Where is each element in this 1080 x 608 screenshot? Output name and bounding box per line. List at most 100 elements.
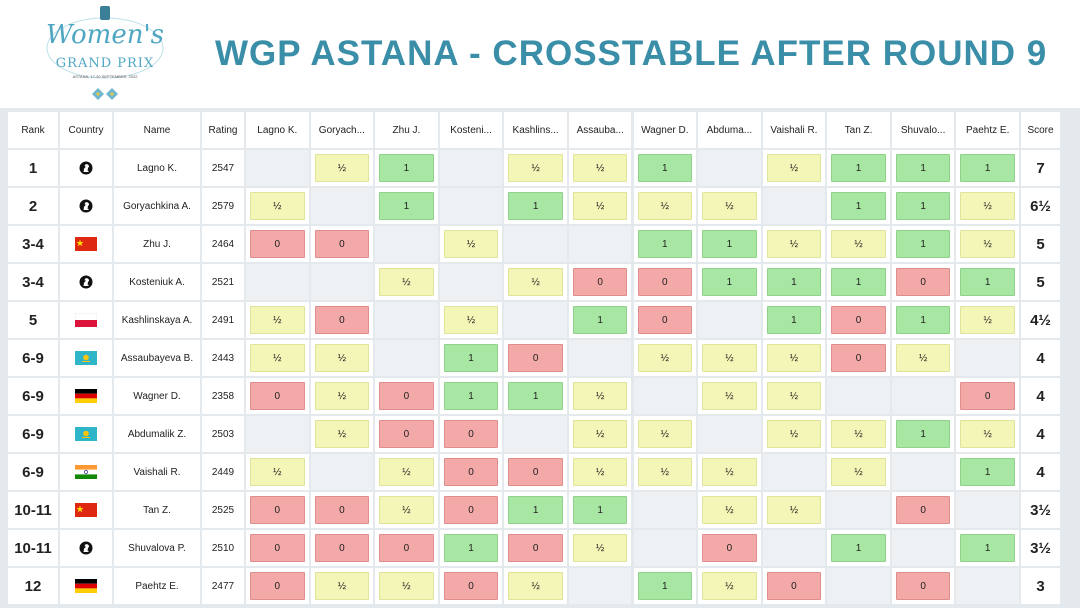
result: 0 bbox=[443, 572, 499, 600]
result: 0 bbox=[379, 420, 434, 448]
result-cell: 1 bbox=[956, 264, 1019, 300]
result: 1 bbox=[895, 306, 951, 334]
result-cell: ½ bbox=[827, 226, 890, 262]
result: ½ bbox=[314, 420, 370, 448]
result: 1 bbox=[443, 534, 499, 562]
column-header: Kosteni... bbox=[439, 112, 503, 148]
result-cell: 0 bbox=[246, 226, 309, 262]
rating: 2503 bbox=[202, 416, 244, 452]
result: 0 bbox=[508, 344, 563, 372]
empty-cell bbox=[956, 340, 1019, 376]
rank: 2 bbox=[8, 188, 58, 224]
result-cell: 1 bbox=[633, 226, 697, 262]
result: ½ bbox=[314, 572, 370, 600]
result: 1 bbox=[443, 382, 499, 410]
result-cell: ½ bbox=[762, 150, 826, 186]
country bbox=[60, 150, 112, 186]
result: ½ bbox=[314, 154, 370, 182]
result: 0 bbox=[895, 496, 951, 524]
result: ½ bbox=[508, 268, 563, 296]
flag bbox=[79, 275, 93, 289]
result-cell: ½ bbox=[956, 226, 1019, 262]
country bbox=[60, 226, 112, 262]
column-header: Goryach... bbox=[310, 112, 374, 148]
column-header: Rating bbox=[202, 112, 244, 148]
rank: 6-9 bbox=[8, 378, 58, 414]
score: 7 bbox=[1021, 150, 1060, 186]
result: 0 bbox=[250, 382, 305, 410]
result-cell: 1 bbox=[504, 378, 567, 414]
result-cell: 1 bbox=[504, 492, 567, 528]
result-cell: ½ bbox=[504, 264, 567, 300]
score: 4 bbox=[1021, 340, 1060, 376]
empty-cell bbox=[504, 302, 567, 338]
empty-cell bbox=[891, 378, 955, 414]
player-name: Shuvalova P. bbox=[114, 530, 200, 566]
result: ½ bbox=[572, 458, 628, 486]
result-cell: 1 bbox=[827, 188, 890, 224]
result: 1 bbox=[895, 192, 951, 220]
result-cell: 0 bbox=[246, 378, 309, 414]
result: ½ bbox=[766, 420, 822, 448]
empty-cell bbox=[375, 302, 438, 338]
result: 0 bbox=[831, 344, 886, 372]
result-cell: 1 bbox=[698, 264, 761, 300]
column-header: Kashlins... bbox=[504, 112, 567, 148]
result: 1 bbox=[960, 268, 1015, 296]
result: ½ bbox=[766, 496, 822, 524]
result-cell: ½ bbox=[568, 150, 632, 186]
result-cell: 1 bbox=[439, 530, 503, 566]
result: ½ bbox=[960, 420, 1015, 448]
country bbox=[60, 302, 112, 338]
rating: 2525 bbox=[202, 492, 244, 528]
rating: 2521 bbox=[202, 264, 244, 300]
result: 0 bbox=[314, 230, 370, 258]
empty-cell bbox=[246, 264, 309, 300]
result: 1 bbox=[831, 192, 886, 220]
rank: 10-11 bbox=[8, 492, 58, 528]
result-cell: 0 bbox=[310, 226, 374, 262]
empty-cell bbox=[633, 530, 697, 566]
country bbox=[60, 416, 112, 452]
result: 0 bbox=[572, 268, 628, 296]
rank: 12 bbox=[8, 568, 58, 604]
country bbox=[60, 568, 112, 604]
result-cell: ½ bbox=[504, 568, 567, 604]
page-title: WGP ASTANA - CROSSTABLE AFTER ROUND 9 bbox=[215, 34, 1048, 73]
result-cell: 1 bbox=[439, 378, 503, 414]
result-cell: 1 bbox=[956, 530, 1019, 566]
result-cell: 0 bbox=[891, 568, 955, 604]
result-cell: 1 bbox=[633, 150, 697, 186]
result: ½ bbox=[572, 534, 628, 562]
result-cell: ½ bbox=[568, 378, 632, 414]
result: 0 bbox=[250, 572, 305, 600]
result: 0 bbox=[250, 496, 305, 524]
result: ½ bbox=[702, 572, 757, 600]
rank: 3-4 bbox=[8, 264, 58, 300]
column-header: Abduma... bbox=[698, 112, 761, 148]
result: ½ bbox=[637, 192, 693, 220]
empty-cell bbox=[956, 492, 1019, 528]
result-cell: ½ bbox=[698, 340, 761, 376]
result: 1 bbox=[637, 154, 693, 182]
result-cell: ½ bbox=[827, 416, 890, 452]
result: ½ bbox=[572, 382, 628, 410]
result-cell: 0 bbox=[568, 264, 632, 300]
result-cell: 1 bbox=[827, 264, 890, 300]
result: ½ bbox=[508, 572, 563, 600]
result: ½ bbox=[250, 306, 305, 334]
result: ½ bbox=[702, 344, 757, 372]
score: 3 bbox=[1021, 568, 1060, 604]
result: 0 bbox=[637, 268, 693, 296]
result-cell: ½ bbox=[375, 454, 438, 490]
result: ½ bbox=[637, 420, 693, 448]
result-cell: 1 bbox=[891, 302, 955, 338]
result-cell: 0 bbox=[375, 378, 438, 414]
result: ½ bbox=[379, 572, 434, 600]
empty-cell bbox=[568, 226, 632, 262]
result-cell: ½ bbox=[568, 454, 632, 490]
result-cell: ½ bbox=[568, 530, 632, 566]
result-cell: 1 bbox=[504, 188, 567, 224]
result: 1 bbox=[960, 534, 1015, 562]
column-header: Wagner D. bbox=[633, 112, 697, 148]
